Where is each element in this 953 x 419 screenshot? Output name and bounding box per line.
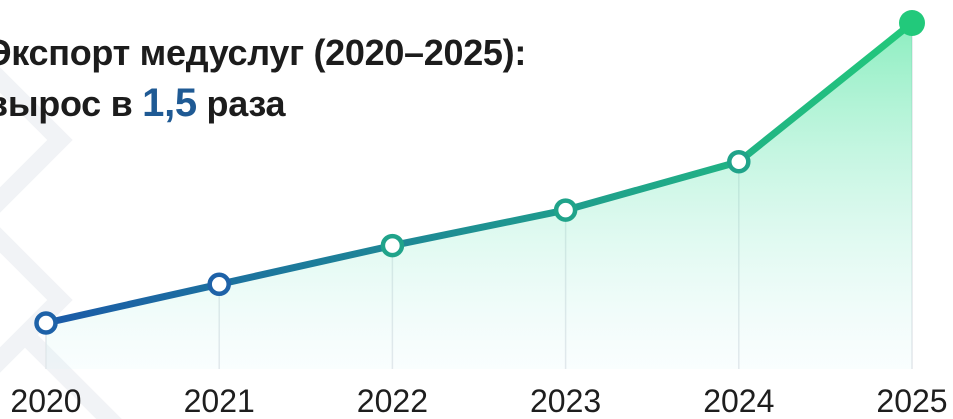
data-point-2021: [207, 272, 231, 297]
chart-title: Экспорт медуслуг (2020–2025): вырос в 1,…: [0, 28, 526, 129]
x-tick-label-2021: 2021: [184, 383, 255, 419]
title-accent-value: 1,5: [142, 81, 197, 125]
x-tick-label-2024: 2024: [703, 383, 774, 419]
x-tick-labels: 2020 2021 2022 2023 2024 2025: [10, 383, 947, 419]
title-line1: Экспорт медуслуг (2020–2025):: [0, 32, 527, 73]
x-tick-label-2023: 2023: [530, 383, 601, 419]
data-point-2020: [34, 311, 58, 335]
x-tick-label-2020: 2020: [10, 383, 81, 419]
data-point-2025: [899, 10, 925, 36]
area-fill: [46, 23, 912, 369]
title-line2-prefix: вырос в: [0, 83, 143, 124]
title-line2-suffix: раза: [196, 83, 286, 124]
data-point-2023: [553, 198, 578, 222]
data-point-2022: [380, 233, 405, 258]
series-line: [42, 19, 916, 327]
data-point-2024: [727, 149, 751, 174]
markers: [34, 10, 925, 335]
x-tick-label-2025: 2025: [876, 383, 947, 419]
x-tick-label-2022: 2022: [357, 383, 428, 419]
